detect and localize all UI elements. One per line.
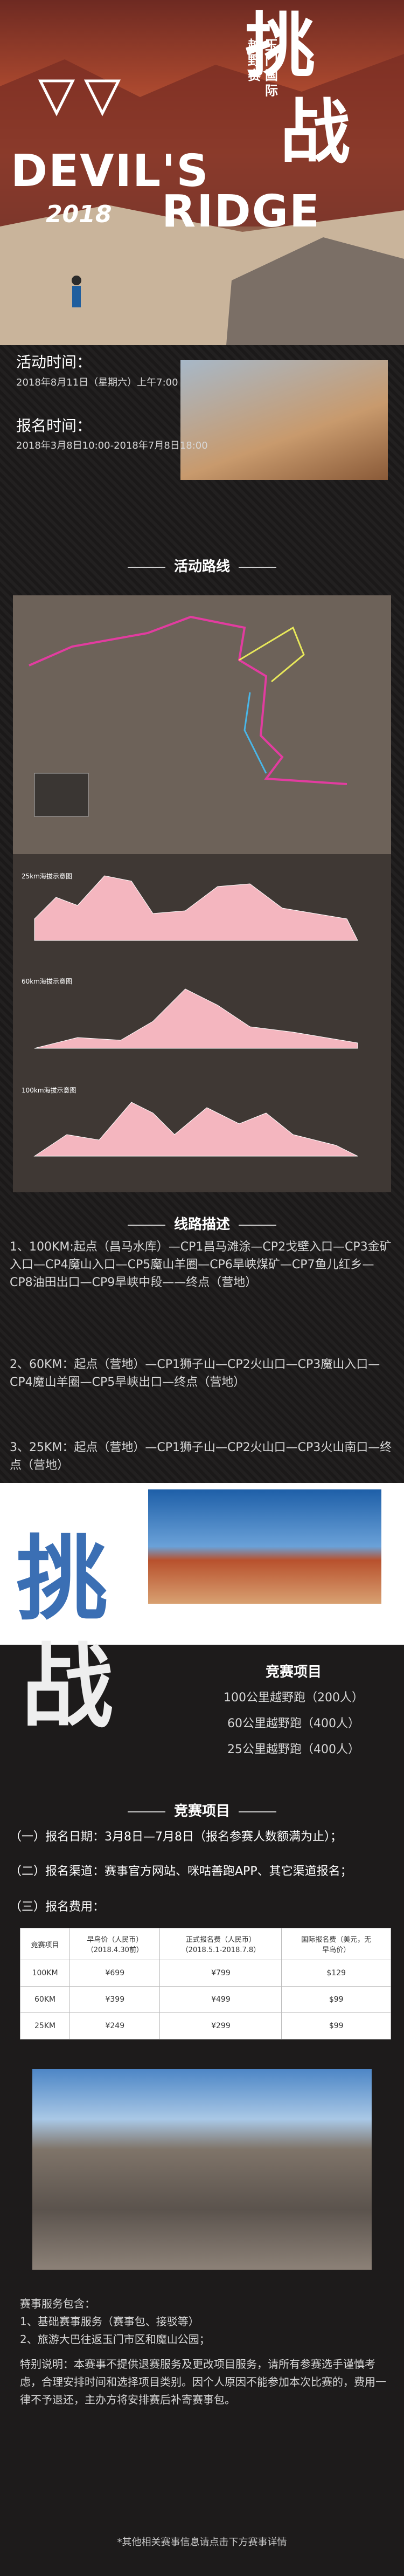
text: 2018年8月11日（星期六）上午7:00 [16,377,178,388]
calligraphy: 挑 [16,1525,108,1633]
header-text: （2018.4.30前） [86,1946,143,1954]
text: 2018年3月8日10:00-2018年7月8日18:00 [16,440,208,451]
hero-calligraphy: 挑 [245,4,316,87]
header-text: 国际报名费（美元，无 [301,1936,372,1944]
landscape-photo [148,1489,381,1604]
calligraphy: 战 [22,1633,114,1741]
table-cell: ¥699 [69,1960,161,1987]
header-text: 早鸟价（人民币） [87,1936,143,1944]
header-text: （2018.5.1-2018.7.8） [181,1946,261,1954]
route-item: 3、25KM：起点（营地）—CP1狮子山—CP2火山口—CP3火山南口—终点（营… [10,1441,392,1472]
hero-scenery [0,54,404,345]
table-cell: ¥399 [69,1986,161,2013]
services-heading: 赛事服务包含： [20,2297,95,2310]
hero-year: 2018 [46,201,112,228]
table-cell: $99 [281,1986,391,2013]
table-row: 60KM ¥399 ¥499 $99 [19,1986,391,2013]
header-cell: 竞赛项目 [19,1928,71,1960]
event-item: 100公里越野跑（200人） [224,1691,364,1705]
label: 报名时间： [16,417,92,435]
header-text: 竞赛项目 [31,1941,59,1949]
service-item: 1、基础赛事服务（赛事包、接驳等） [20,2315,199,2328]
event-item: 25公里越野跑（400人） [227,1743,360,1756]
table-cell: 100KM [19,1960,71,1987]
race-name: 越野赛 [248,38,261,83]
route-item: 2、60KM：起点（营地）—CP1狮子山—CP2火山口—CP3魔山入口—CP4魔… [10,1358,380,1389]
table-cell: 60KM [19,1986,71,2013]
table-cell: $99 [281,2012,391,2039]
heading-text: 活动路线 [119,559,285,575]
table-cell: ¥299 [159,2012,282,2039]
profile-title: 100km海拔示意图 [22,1087,76,1094]
hero-calligraphy: 战 [280,91,351,173]
table-cell: ¥799 [159,1960,282,1987]
route-item: 1、100KM:起点（昌马水库）—CP1昌马滩涂—CP2戈壁入口—CP3金矿入口… [10,1240,392,1289]
event-item: 60公里越野跑（400人） [227,1717,360,1730]
profile-title: 25km海拔示意图 [22,873,72,880]
label: 活动时间： [16,353,92,371]
profile-title: 60km海拔示意图 [22,978,72,985]
table-cell: $129 [281,1960,391,1987]
terrain-photo [32,2069,372,2270]
race-name: 玉门国际 [265,38,278,98]
header-text: 正式报名费（人民币） [185,1936,256,1944]
service-item: 2、旅游大巴往返玉门市区和魔山公园； [20,2333,210,2346]
fee-table: 竞赛项目 早鸟价（人民币） （2018.4.30前） 正式报名费（人民币） （201… [19,1928,391,2039]
route-map: 25km海拔示意图 60km海拔示意图 100km海拔示意图 [13,595,391,1192]
reg-item: （一）报名日期：3月8日—7月8日（报名参赛人数额满为止）； [10,1830,342,1844]
section-heading: 竞赛项目 [265,1664,322,1680]
header-text: 早鸟价） [322,1946,351,1954]
runner-photo [180,360,388,480]
table-row: 25KM ¥249 ¥299 $99 [19,2012,391,2039]
table-body: 100KM ¥699 ¥799 $129 60KM ¥399 ¥499 $99 25KM ¥249… [19,1960,391,2039]
route-map-drawing [13,595,391,1157]
table-cell: 25KM [19,2012,71,2039]
reg-item: （二）报名渠道：赛事官方网站、咪咕善跑APP、其它渠道报名； [10,1865,352,1878]
heading-text: 线路描述 [119,1217,285,1233]
section-heading: 竞赛项目 [0,1800,404,1820]
section-heading: 线路描述 [0,1213,404,1233]
special-note: 特别说明：本赛事不提供退赛服务及更改项目服务，请所有参赛选手谨慎考虑，合理安排时… [20,2358,386,2406]
hero: 挑 战 越野赛 玉门国际 DEVIL'S RIDGE 2018 [0,0,404,345]
table-row: 100KM ¥699 ¥799 $129 [19,1960,391,1987]
table-cell: ¥249 [69,2012,161,2039]
header-cell: 早鸟价（人民币） （2018.4.30前） [69,1928,161,1960]
header-cell: 正式报名费（人民币） （2018.5.1-2018.7.8） [159,1928,282,1960]
footer-note: *其他相关赛事信息请点击下方赛事详情 [117,2537,287,2548]
hero-title: RIDGE [162,186,321,237]
fee-table-wrap: 竞赛项目 早鸟价（人民币） （2018.4.30前） 正式报名费（人民币） （201… [19,1928,391,2039]
table-cell: ¥499 [159,1986,282,2013]
section-heading: 活动路线 [0,555,404,575]
table-header: 竞赛项目 早鸟价（人民币） （2018.4.30前） 正式报名费（人民币） （201… [19,1928,391,1960]
reg-item: （三）报名费用： [10,1900,105,1914]
heading-text: 竞赛项目 [119,1803,285,1819]
hero-title: DEVIL'S [11,146,210,197]
header-cell: 国际报名费（美元，无 早鸟价） [281,1928,391,1960]
